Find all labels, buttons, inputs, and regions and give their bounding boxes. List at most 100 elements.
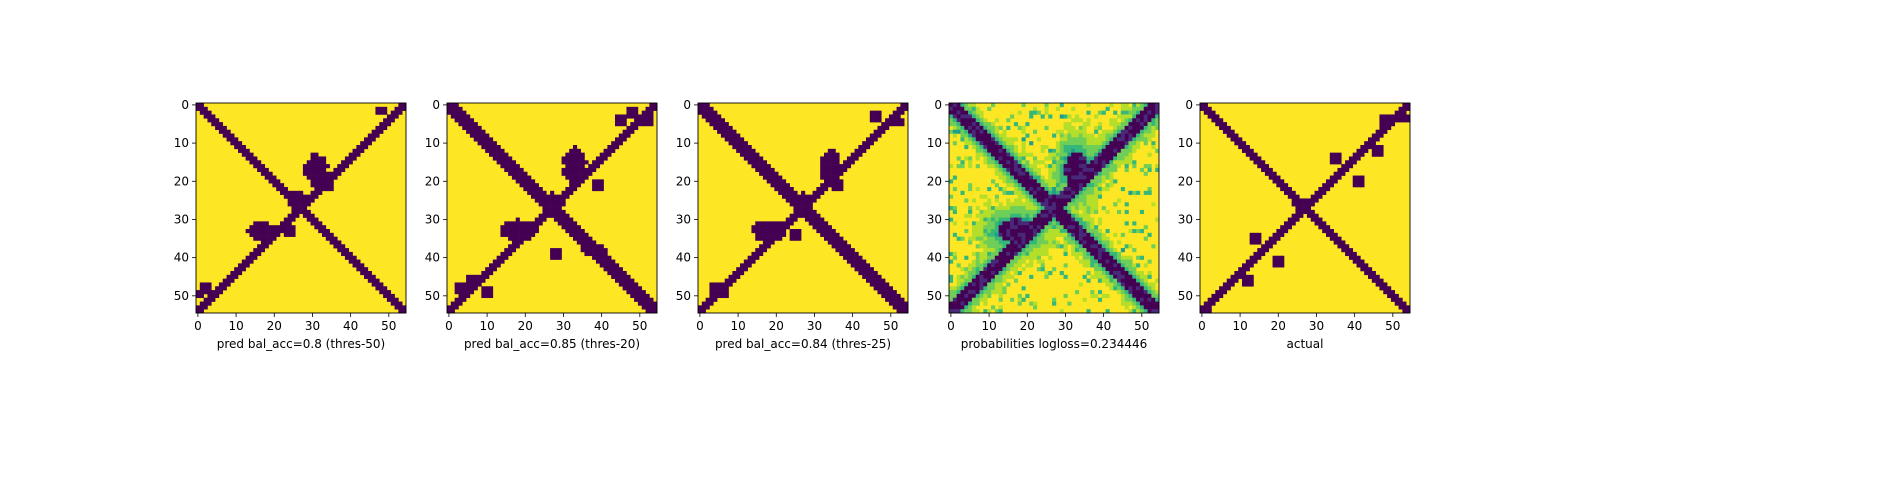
heatmap-cell xyxy=(1219,118,1224,123)
heatmap-cell xyxy=(1143,190,1148,195)
heatmap-cell xyxy=(759,244,764,249)
heatmap-cell xyxy=(234,267,239,272)
heatmap-cell xyxy=(1029,232,1034,237)
heatmap-cell xyxy=(873,282,878,287)
heatmap-cell xyxy=(900,309,905,314)
heatmap-cell xyxy=(1090,198,1095,203)
heatmap-cell xyxy=(1143,171,1148,176)
heatmap-cell xyxy=(1364,141,1369,146)
heatmap-cell xyxy=(1151,244,1156,249)
heatmap-cell xyxy=(1139,103,1145,108)
heatmap-cell xyxy=(1078,190,1083,195)
heatmap-cell xyxy=(1078,141,1083,146)
heatmap-cell xyxy=(592,251,597,257)
heatmap-cell xyxy=(983,309,988,314)
heatmap-cell xyxy=(1059,164,1064,169)
heatmap-cell xyxy=(504,156,509,161)
heatmap-cell xyxy=(1036,187,1041,192)
heatmap-cell xyxy=(983,137,988,142)
heatmap-cell xyxy=(979,251,984,257)
heatmap-cell xyxy=(1017,202,1022,207)
heatmap-cell xyxy=(987,209,992,215)
heatmap-cell xyxy=(824,152,829,157)
heatmap-cell xyxy=(998,202,1003,207)
x-tick-label: 0 xyxy=(696,319,704,333)
heatmap-cell xyxy=(626,286,631,291)
heatmap-cell xyxy=(820,229,825,234)
heatmap-cell xyxy=(626,114,631,119)
heatmap-cell xyxy=(519,236,524,241)
heatmap-cell xyxy=(1059,179,1064,184)
heatmap-cell xyxy=(645,106,650,111)
heatmap-cell xyxy=(1021,125,1026,131)
heatmap-cell xyxy=(1063,236,1068,241)
heatmap-cell xyxy=(960,278,965,283)
heatmap-cell xyxy=(1090,209,1095,215)
heatmap-cell xyxy=(979,148,984,153)
heatmap-cell xyxy=(1326,179,1331,184)
heatmap-cell xyxy=(618,114,623,119)
heatmap-cell xyxy=(952,133,957,138)
heatmap-cell xyxy=(1360,263,1365,268)
heatmap-cell xyxy=(812,209,817,215)
heatmap-cell xyxy=(1124,293,1129,299)
heatmap-cell xyxy=(1402,301,1407,306)
heatmap-cell xyxy=(1147,187,1152,192)
heatmap-cell xyxy=(1075,236,1080,241)
heatmap-cell xyxy=(956,282,961,287)
heatmap-cell xyxy=(364,145,369,150)
heatmap-cell xyxy=(1055,167,1061,173)
heatmap-cell xyxy=(527,187,532,192)
heatmap-cell xyxy=(964,278,969,283)
heatmap-cell xyxy=(1128,267,1133,272)
heatmap-cell xyxy=(1101,236,1106,241)
heatmap-cell xyxy=(447,106,452,111)
heatmap-cell xyxy=(858,271,863,276)
heatmap-cell xyxy=(801,198,806,203)
heatmap-cell xyxy=(450,301,455,306)
heatmap-cell xyxy=(481,271,486,276)
heatmap-cell xyxy=(1044,103,1049,108)
heatmap-cell xyxy=(580,240,585,245)
heatmap-cell xyxy=(1075,248,1080,253)
heatmap-cell xyxy=(1230,133,1235,138)
heatmap-cell xyxy=(508,221,513,226)
heatmap-cell xyxy=(755,255,760,260)
heatmap-cell xyxy=(952,251,957,257)
heatmap-cell xyxy=(1280,183,1285,188)
heatmap-cell xyxy=(998,267,1003,272)
heatmap-cell xyxy=(1291,194,1296,199)
heatmap-cell xyxy=(599,251,604,257)
heatmap-cell xyxy=(371,129,376,134)
heatmap-cell xyxy=(717,125,722,131)
heatmap-cell xyxy=(1002,133,1007,138)
heatmap-cell xyxy=(1101,110,1106,115)
heatmap-cell xyxy=(770,167,775,173)
heatmap-cell xyxy=(952,103,957,108)
heatmap-cell xyxy=(1280,229,1285,234)
heatmap-cell xyxy=(1326,225,1331,230)
heatmap-cell xyxy=(531,229,536,234)
heatmap-cell xyxy=(968,103,973,108)
heatmap-cell xyxy=(1128,244,1133,249)
heatmap-cell xyxy=(979,114,984,119)
heatmap-cell xyxy=(975,255,980,260)
heatmap-cell xyxy=(1329,236,1334,241)
heatmap-cell xyxy=(892,118,897,123)
heatmap-cell xyxy=(843,244,848,249)
heatmap-cell xyxy=(538,194,543,199)
heatmap-cell xyxy=(1109,271,1114,276)
heatmap-cell xyxy=(496,148,501,153)
heatmap-cell xyxy=(489,148,494,153)
heatmap-cell xyxy=(983,244,988,249)
heatmap-cell xyxy=(454,290,459,295)
heatmap-cell xyxy=(983,225,988,230)
heatmap-cell xyxy=(1017,110,1022,115)
heatmap-cell xyxy=(580,244,585,249)
heatmap-cell xyxy=(1094,293,1099,299)
heatmap-cell xyxy=(1048,217,1053,222)
heatmap-cell xyxy=(824,167,829,173)
heatmap-cell xyxy=(272,179,277,184)
heatmap-cell xyxy=(1136,263,1141,268)
heatmap-cell xyxy=(1006,240,1011,245)
